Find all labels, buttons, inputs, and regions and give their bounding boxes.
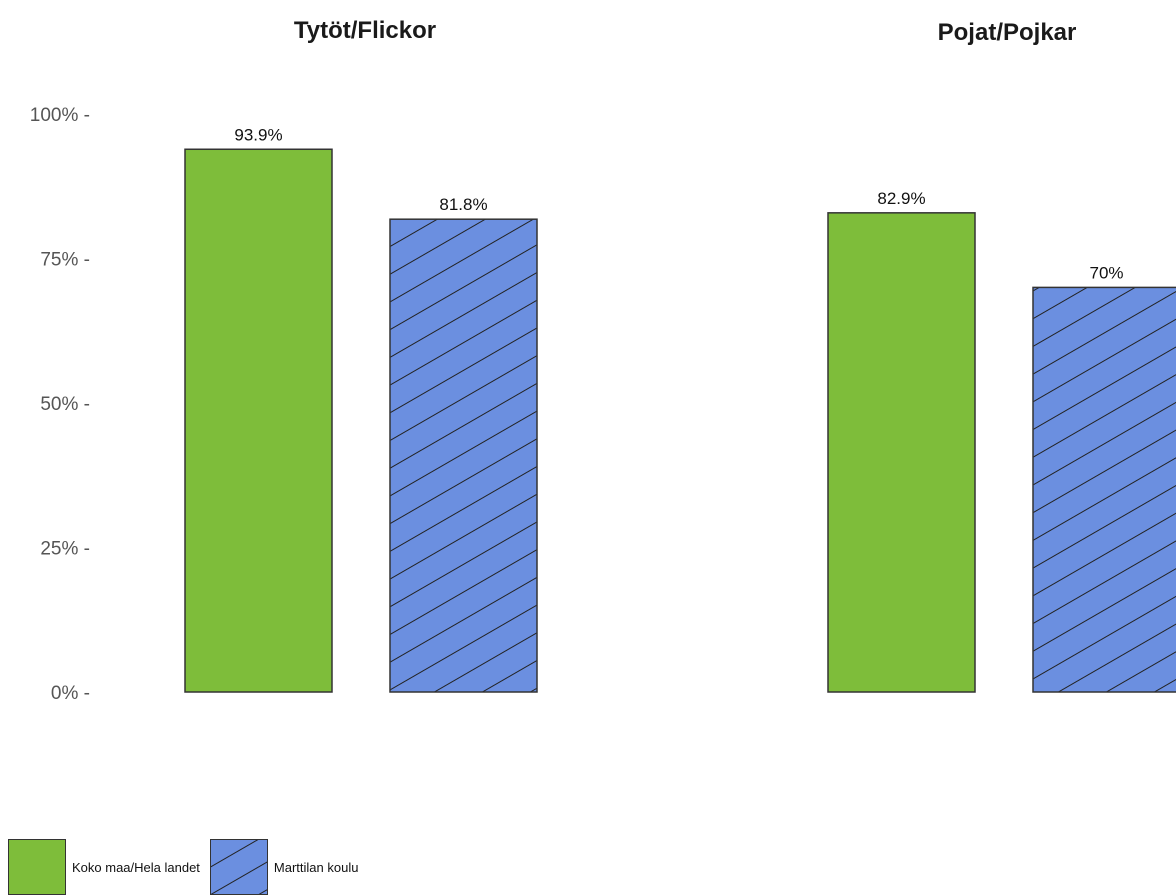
- y-tick-label: 50% -: [40, 394, 90, 415]
- bar: [389, 218, 538, 693]
- bar: [827, 212, 976, 693]
- y-tick-label: 0% -: [51, 683, 90, 704]
- bar-value-label: 93.9%: [234, 125, 282, 144]
- legend-item-school: Marttilan koulu: [209, 839, 359, 895]
- y-axis: 100% - 75% - 50% - 25% - 0% -: [30, 105, 90, 704]
- legend-swatch-national: [8, 839, 66, 895]
- legend-label-national: Koko maa/Hela landet: [72, 859, 200, 875]
- bars-group: 93.9% 81.8% 82.9% 70%: [184, 125, 1176, 693]
- bar: [184, 148, 333, 693]
- bar-value-label: 82.9%: [877, 189, 925, 208]
- y-tick-label: 75% -: [40, 250, 90, 271]
- bar-value-label: 70%: [1089, 263, 1123, 282]
- bar: [1032, 286, 1176, 693]
- legend: Koko maa/Hela landet Marttilan koulu: [8, 838, 368, 896]
- panel-title-boys: Pojat/Pojkar: [938, 19, 1077, 46]
- legend-swatch-school: [209, 839, 268, 895]
- legend-item-national: Koko maa/Hela landet: [8, 839, 200, 895]
- y-tick-label: 25% -: [40, 539, 90, 560]
- panel-title-girls: Tytöt/Flickor: [294, 17, 436, 44]
- legend-label-school: Marttilan koulu: [273, 859, 359, 875]
- y-tick-label: 100% -: [30, 105, 90, 126]
- bar-value-label: 81.8%: [439, 195, 487, 214]
